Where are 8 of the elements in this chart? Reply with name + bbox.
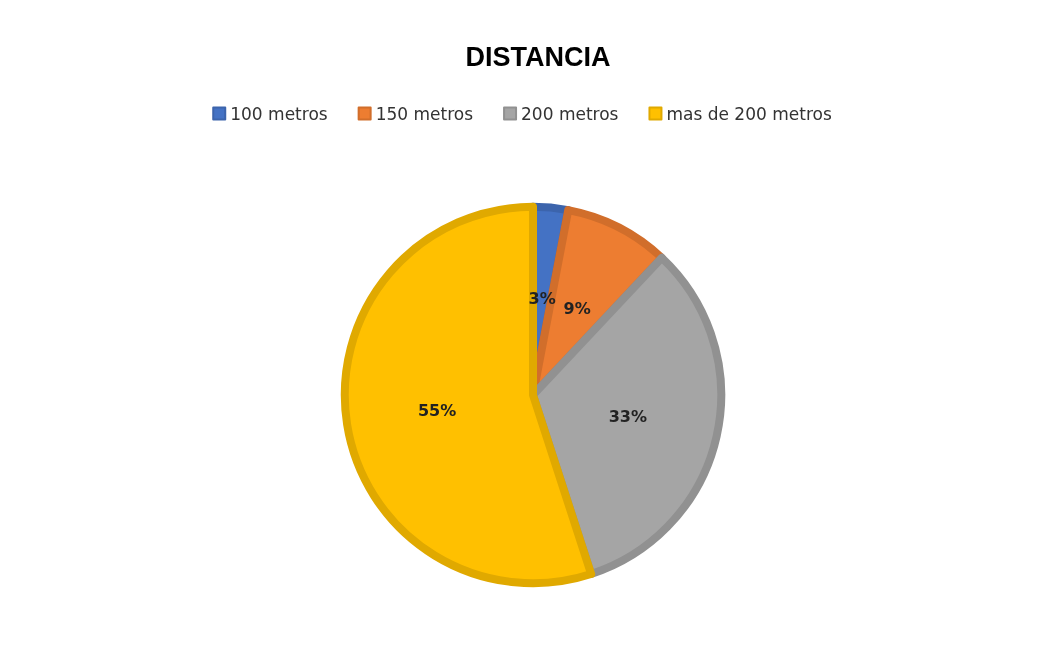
legend-label: mas de 200 metros <box>666 103 832 124</box>
data-label: 9% <box>563 298 591 318</box>
legend-label: 150 metros <box>375 103 474 124</box>
chart-title: DISTANCIA <box>465 41 611 72</box>
data-label: 55% <box>417 400 457 420</box>
legend-label: 100 metros <box>230 103 328 124</box>
data-label: 33% <box>608 406 647 426</box>
legend-label: 200 metros <box>521 103 619 124</box>
